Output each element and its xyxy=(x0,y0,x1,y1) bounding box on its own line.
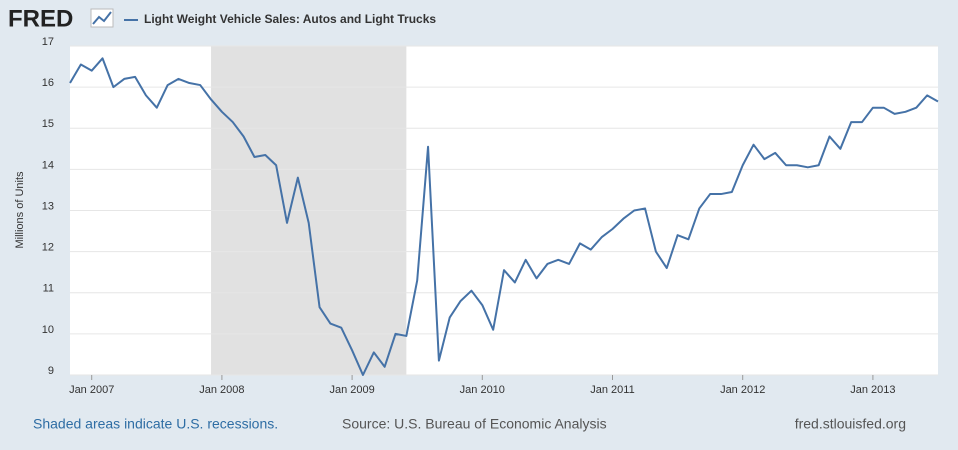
y-tick-label: 17 xyxy=(42,36,54,48)
site: fred.stlouisfed.org xyxy=(795,416,906,432)
logo: FRED xyxy=(8,5,73,32)
x-tick-label: Jan 2012 xyxy=(720,384,765,396)
logo-icon xyxy=(90,8,114,28)
y-tick-label: 16 xyxy=(42,77,54,89)
y-axis-label: Millions of Units xyxy=(14,171,26,249)
recession-note: Shaded areas indicate U.S. recessions. xyxy=(33,416,278,432)
y-tick-label: 13 xyxy=(42,200,54,212)
x-tick-label: Jan 2013 xyxy=(850,384,895,396)
x-tick-label: Jan 2008 xyxy=(199,384,244,396)
y-tick-label: 11 xyxy=(43,283,54,295)
x-tick-label: Jan 2007 xyxy=(69,384,114,396)
x-tick-label: Jan 2009 xyxy=(329,384,374,396)
y-tick-label: 15 xyxy=(42,118,54,130)
y-tick-label: 10 xyxy=(42,324,54,336)
y-tick-label: 14 xyxy=(42,159,54,171)
legend-label: Light Weight Vehicle Sales: Autos and Li… xyxy=(144,12,436,26)
y-tick-label: 9 xyxy=(48,365,54,377)
series-line xyxy=(69,57,939,376)
source: Source: U.S. Bureau of Economic Analysis xyxy=(342,416,607,432)
x-tick-label: Jan 2010 xyxy=(460,384,505,396)
x-tick-label: Jan 2011 xyxy=(590,384,634,396)
y-tick-label: 12 xyxy=(42,242,54,254)
